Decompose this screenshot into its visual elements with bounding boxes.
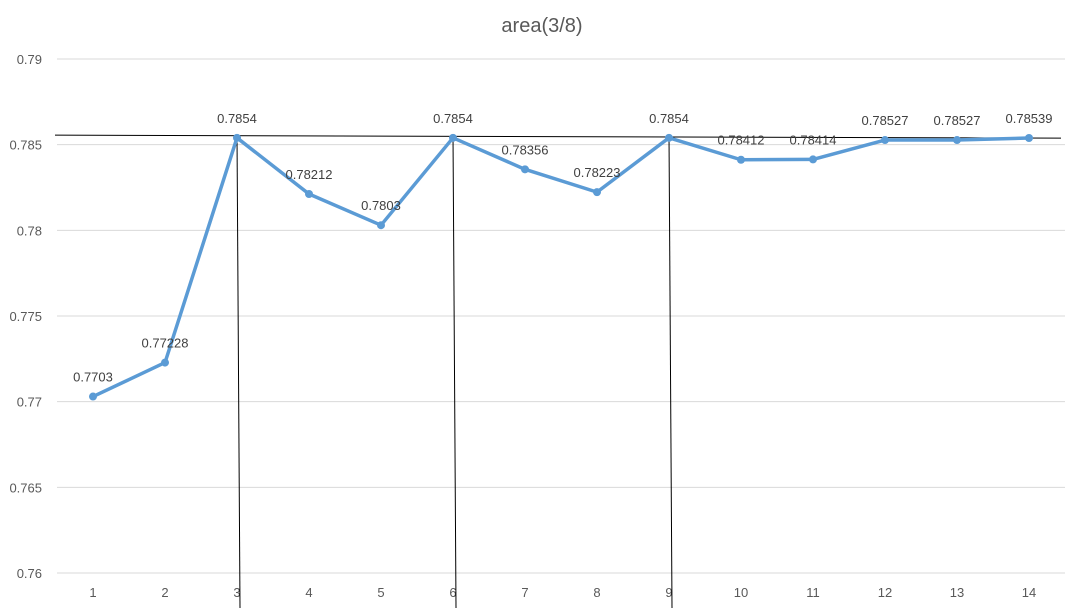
data-label: 0.7854	[433, 111, 473, 126]
data-label: 0.7854	[217, 111, 257, 126]
x-tick-label: 4	[305, 585, 312, 600]
data-label: 0.7854	[649, 111, 689, 126]
reference-line-vertical	[236, 135, 241, 608]
y-tick-label: 0.77	[17, 395, 42, 410]
x-tick-label: 5	[377, 585, 384, 600]
data-point	[89, 392, 97, 401]
data-point	[737, 155, 745, 164]
y-tick-label: 0.78	[17, 223, 42, 238]
data-label: 0.7803	[361, 198, 401, 213]
x-tick-label: 2	[161, 585, 168, 600]
chart-title: area(3/8)	[501, 15, 582, 37]
x-tick-label: 1	[89, 585, 96, 600]
data-point	[233, 133, 241, 142]
data-point	[881, 136, 889, 145]
data-point	[305, 190, 313, 199]
y-axis-ticks: 0.76 0.765 0.77 0.775 0.78 0.785 0.79	[9, 52, 42, 581]
x-tick-label: 9	[665, 585, 672, 600]
series-layer	[89, 133, 1033, 401]
data-point	[521, 165, 529, 174]
y-tick-label: 0.765	[9, 480, 42, 495]
data-label: 0.78539	[1006, 111, 1053, 126]
data-point	[809, 155, 817, 164]
data-label: 0.78527	[862, 113, 909, 128]
reference-line-vertical	[452, 135, 457, 608]
data-point	[449, 133, 457, 142]
x-tick-label: 7	[521, 585, 528, 600]
reference-line-horizontal	[54, 134, 1062, 139]
y-tick-label: 0.775	[9, 309, 42, 324]
x-tick-label: 6	[449, 585, 456, 600]
y-tick-label: 0.76	[17, 566, 42, 581]
data-labels: 0.7703 0.77228 0.7854 0.78212 0.7803 0.7854 0.…	[73, 111, 1052, 385]
reference-line-vertical	[668, 135, 673, 608]
data-label: 0.78212	[286, 167, 333, 182]
data-point	[161, 358, 169, 367]
gridlines	[57, 58, 1065, 574]
x-tick-label: 8	[593, 585, 600, 600]
annotation-lines	[54, 134, 1062, 608]
data-label: 0.7703	[73, 370, 113, 385]
data-label: 0.78223	[574, 165, 621, 180]
series-line	[91, 136, 1031, 399]
data-label: 0.78414	[790, 132, 837, 147]
x-tick-label: 10	[734, 585, 748, 600]
x-tick-label: 13	[950, 585, 964, 600]
x-tick-label: 14	[1022, 585, 1036, 600]
data-point	[377, 221, 385, 230]
y-tick-label: 0.785	[9, 138, 42, 153]
data-label: 0.78412	[718, 133, 765, 148]
data-point	[1025, 133, 1033, 142]
x-axis-ticks: 1 2 3 4 5 6 7 8 9 10 11 12 13 14	[89, 585, 1036, 600]
data-point	[665, 133, 673, 142]
y-tick-label: 0.79	[17, 52, 42, 67]
x-tick-label: 3	[233, 585, 240, 600]
data-label: 0.78527	[934, 113, 981, 128]
x-tick-label: 11	[806, 585, 820, 600]
data-label: 0.78356	[502, 142, 549, 157]
data-label: 0.77228	[142, 336, 189, 351]
data-point	[593, 188, 601, 197]
x-tick-label: 12	[878, 585, 892, 600]
data-point	[953, 136, 961, 145]
